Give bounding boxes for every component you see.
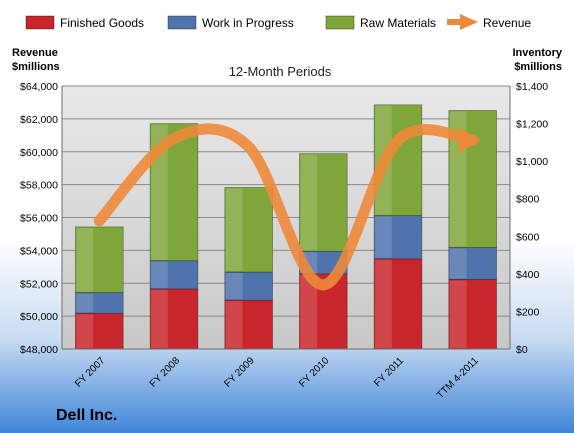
right-axis-tick-label: $1,200 bbox=[516, 119, 548, 131]
finished-goods-bar bbox=[149, 288, 199, 350]
right-axis-tick-label: $600 bbox=[516, 231, 540, 243]
legend-raw-materials: Raw Materials bbox=[325, 15, 436, 30]
bar-highlight bbox=[225, 301, 243, 348]
legend-label: Work in Progress bbox=[202, 16, 294, 30]
left-axis-tick-label: $56,000 bbox=[20, 213, 58, 225]
left-axis-title-line1: Revenue bbox=[12, 47, 58, 59]
bar-highlight bbox=[76, 227, 94, 292]
work-in-progress-bar bbox=[224, 271, 273, 301]
raw-materials-bar bbox=[224, 187, 273, 273]
left-axis-tick-label: $58,000 bbox=[20, 180, 58, 192]
left-axis-tick-label: $48,000 bbox=[20, 344, 58, 356]
finished-goods-bar bbox=[373, 258, 423, 350]
bar-highlight bbox=[151, 289, 168, 348]
legend-arrowhead-icon bbox=[460, 14, 478, 30]
right-axis-title-line1: Inventory bbox=[512, 47, 562, 59]
legend-revenue: Revenue bbox=[447, 14, 531, 30]
left-axis-tick-label: $60,000 bbox=[20, 147, 58, 159]
legend-label: Finished Goods bbox=[60, 16, 144, 30]
bar-highlight bbox=[449, 280, 467, 348]
legend: Finished Goods Work in Progress Raw Materi… bbox=[25, 14, 531, 30]
revenue-arrowhead bbox=[458, 127, 481, 154]
legend-finished-goods: Finished Goods bbox=[25, 15, 144, 30]
legend-label: Raw Materials bbox=[360, 16, 436, 30]
bar-highlight bbox=[300, 274, 318, 348]
legend-swatch bbox=[25, 15, 55, 30]
bar-highlight bbox=[76, 293, 94, 313]
company-name: Dell Inc. bbox=[56, 407, 117, 424]
legend-swatch bbox=[167, 15, 197, 30]
right-axis-tick-label: $1,000 bbox=[516, 156, 548, 168]
left-axis-tick-label: $54,000 bbox=[20, 245, 58, 257]
bar-highlight bbox=[76, 314, 94, 348]
bar-highlight bbox=[225, 272, 243, 300]
bar-highlight bbox=[225, 188, 243, 271]
work-in-progress-bar bbox=[448, 247, 497, 280]
left-axis-title-line2: $millions bbox=[12, 61, 60, 73]
bar-highlight bbox=[449, 248, 467, 279]
bar-highlight bbox=[375, 216, 392, 258]
left-axis-tick-label: $50,000 bbox=[20, 311, 58, 323]
left-axis-tick-label: $62,000 bbox=[20, 114, 58, 126]
legend-label: Revenue bbox=[483, 16, 531, 30]
gridlines bbox=[62, 85, 510, 350]
right-axis-tick-label: $0 bbox=[516, 344, 528, 356]
right-axis-tick-label: $800 bbox=[516, 194, 540, 206]
right-axis-tick-label: $400 bbox=[516, 269, 540, 281]
finished-goods-bar bbox=[448, 279, 497, 350]
raw-materials-bar bbox=[299, 153, 348, 252]
chart-title: 12-Month Periods bbox=[229, 64, 332, 79]
raw-materials-bar bbox=[75, 226, 124, 294]
work-in-progress-bar bbox=[373, 215, 423, 260]
left-axis-tick-label: $64,000 bbox=[20, 81, 58, 93]
left-axis-tick-label: $52,000 bbox=[20, 278, 58, 290]
bar-highlight bbox=[151, 261, 168, 288]
revenue-line bbox=[93, 123, 479, 291]
legend-swatch bbox=[325, 15, 355, 30]
bar-highlight bbox=[375, 259, 392, 348]
legend-work-in-progress: Work in Progress bbox=[167, 15, 294, 30]
work-in-progress-bar bbox=[149, 260, 199, 290]
finished-goods-bar bbox=[75, 312, 124, 350]
bar-highlight bbox=[300, 154, 318, 251]
right-axis-tick-label: $200 bbox=[516, 306, 540, 318]
revenue-line-group bbox=[93, 123, 481, 291]
right-axis-title-line2: $millions bbox=[514, 61, 562, 73]
right-axis-tick-label: $1,400 bbox=[516, 81, 548, 93]
finished-goods-bar bbox=[224, 299, 273, 350]
